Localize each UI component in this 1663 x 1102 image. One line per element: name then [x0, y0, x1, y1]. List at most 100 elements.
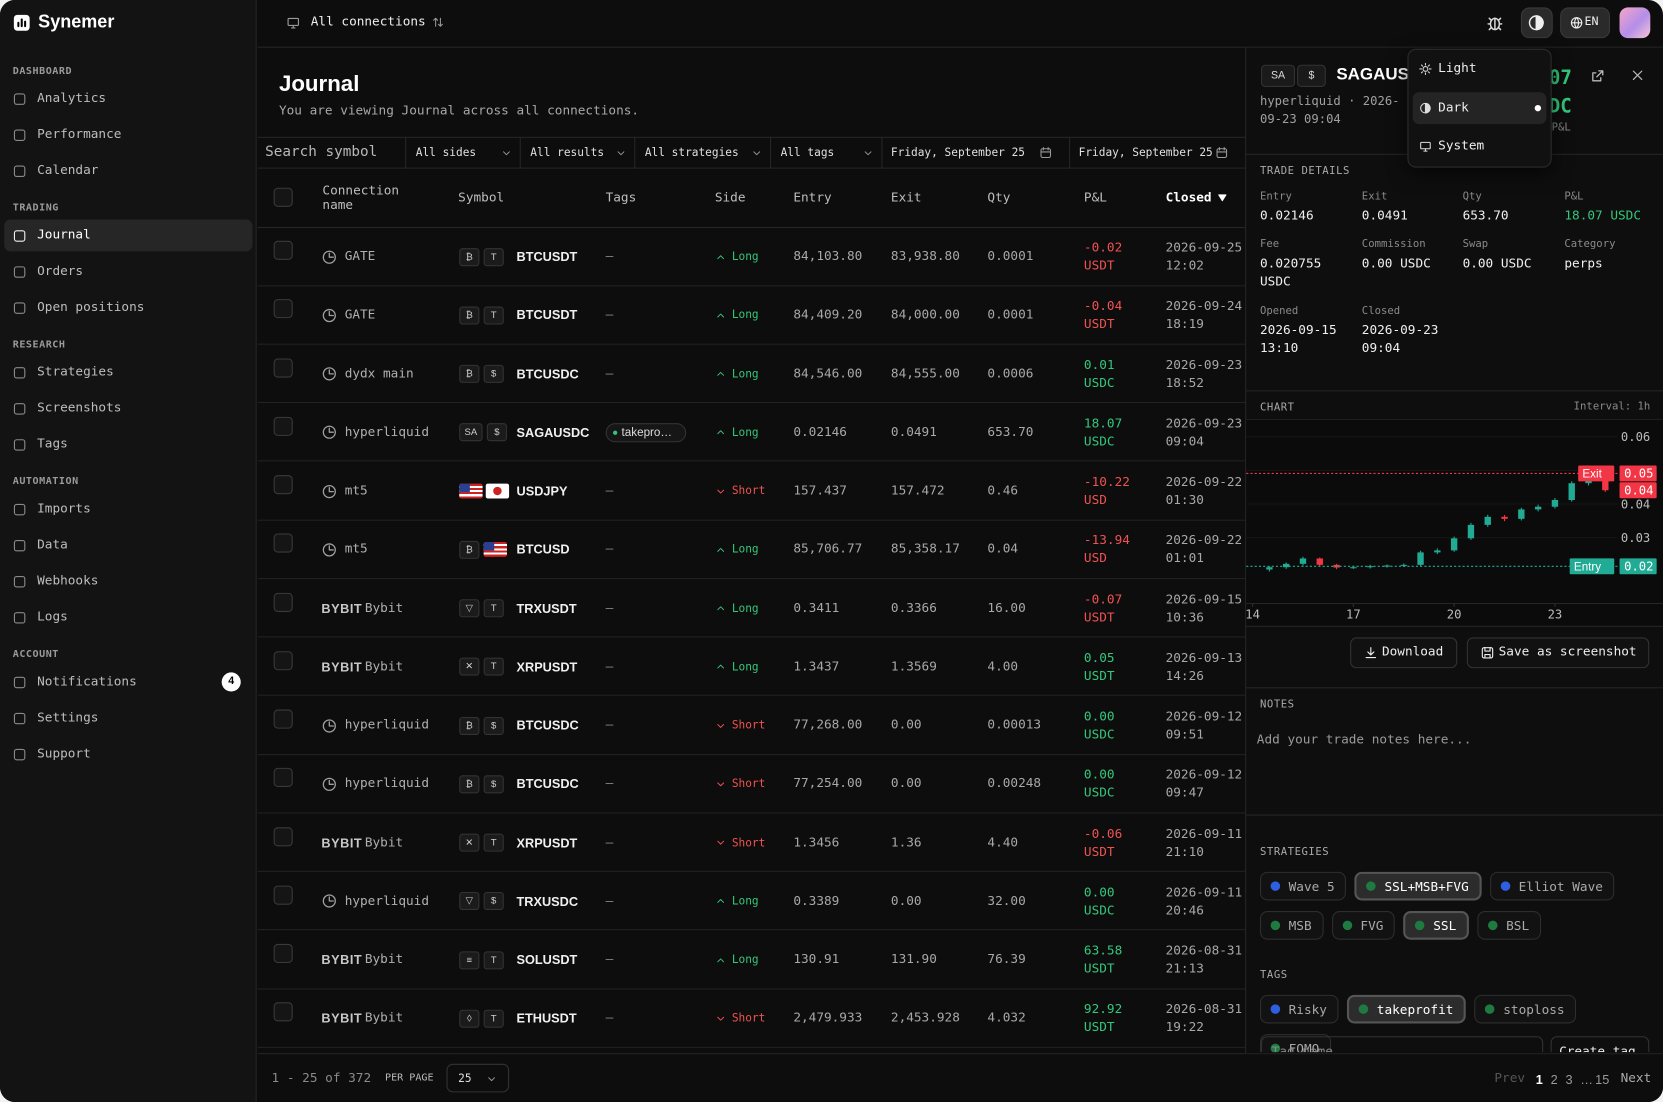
row-checkbox[interactable]: [273, 592, 293, 612]
table-row[interactable]: [257, 462, 1246, 521]
connection-icon-shape-shape: [322, 777, 336, 791]
pagination-next[interactable]: Next: [1620, 1070, 1652, 1086]
column-header[interactable]: Qty: [987, 189, 1011, 205]
row-checkbox[interactable]: [273, 885, 293, 905]
share-button-shape-shape: [1592, 69, 1604, 81]
icon-button[interactable]: [1486, 13, 1504, 31]
chip[interactable]: Wave 5: [1259, 871, 1347, 901]
chip[interactable]: FOMO: [1259, 1034, 1331, 1053]
column-header[interactable]: Exit: [890, 189, 922, 205]
pagination-prev[interactable]: Prev: [1494, 1070, 1526, 1086]
close-button[interactable]: [1630, 68, 1645, 83]
column-header[interactable]: Closed: [1165, 189, 1212, 205]
button[interactable]: [1466, 637, 1650, 669]
menu-item[interactable]: [1413, 53, 1547, 85]
candle-body: [1266, 567, 1273, 570]
section-title: DASHBOARD: [12, 65, 73, 77]
row-checkbox[interactable]: [273, 533, 293, 553]
column-header[interactable]: P&L: [1083, 189, 1107, 205]
chip[interactable]: takeprofit: [1347, 994, 1467, 1024]
chip[interactable]: Risky: [1259, 994, 1339, 1024]
table-row[interactable]: [257, 638, 1246, 697]
table-row[interactable]: [257, 286, 1246, 345]
row-checkbox[interactable]: [273, 475, 293, 495]
pagination-page[interactable]: 15: [1595, 1072, 1610, 1088]
chip-label: Wave 5: [1288, 878, 1335, 894]
row-checkbox[interactable]: [273, 240, 293, 260]
row-checkbox[interactable]: [273, 943, 293, 964]
icon: [1364, 645, 1378, 659]
chip[interactable]: BSL: [1477, 911, 1541, 940]
column-header[interactable]: Connection name: [322, 182, 400, 213]
symbol-icon: SA: [459, 423, 483, 442]
menu-item[interactable]: [1413, 92, 1547, 124]
connection-icon-shape: [322, 367, 336, 381]
side-arrow: [715, 544, 727, 556]
create-tag-button[interactable]: [1550, 1036, 1650, 1053]
pagination-page[interactable]: 2: [1550, 1072, 1558, 1088]
table-row[interactable]: [257, 227, 1246, 286]
entry: 0.02146: [793, 424, 847, 439]
icon-shape: [13, 92, 26, 105]
connection-selector[interactable]: All connections: [310, 13, 426, 29]
row-checkbox[interactable]: [273, 1002, 293, 1022]
column-header[interactable]: Entry: [793, 189, 832, 205]
side-arrow-shape-shape: [717, 899, 725, 904]
table-row[interactable]: [257, 345, 1246, 404]
avatar[interactable]: [1619, 7, 1651, 39]
icon: [13, 401, 27, 415]
chip[interactable]: SSL+MSB+FVG: [1354, 871, 1482, 901]
row-checkbox[interactable]: [273, 826, 293, 846]
symbol: TRXUSDT: [516, 600, 577, 616]
header-checkbox[interactable]: [273, 187, 293, 207]
chip[interactable]: SSL: [1403, 911, 1469, 940]
row-checkbox[interactable]: [273, 709, 293, 729]
tag-input[interactable]: [1261, 1036, 1544, 1053]
share-button[interactable]: [1590, 67, 1606, 83]
side: Short: [731, 484, 766, 498]
per-page-select[interactable]: [446, 1063, 510, 1093]
table-row[interactable]: [257, 989, 1246, 1048]
pagination-page[interactable]: …: [1580, 1072, 1594, 1088]
row-checkbox[interactable]: [273, 416, 293, 436]
table-row[interactable]: [257, 755, 1246, 814]
closed-date: 2026-09-23: [1165, 415, 1243, 431]
pagination-page[interactable]: 3: [1565, 1072, 1573, 1088]
row-checkbox[interactable]: [273, 768, 293, 788]
table-row[interactable]: [257, 579, 1246, 638]
connection-name: hyperliquid: [344, 775, 429, 791]
button[interactable]: [1350, 637, 1458, 669]
chip[interactable]: MSB: [1259, 911, 1324, 940]
notes-placeholder: Add your trade notes here...: [1256, 731, 1472, 747]
table-row[interactable]: [257, 520, 1246, 579]
tag-empty: –: [605, 599, 614, 615]
column-header[interactable]: Symbol: [458, 189, 505, 205]
side-arrow-shape-shape: [717, 254, 725, 259]
side-arrow: [715, 954, 727, 966]
tag-empty: –: [605, 834, 614, 850]
chip[interactable]: Elliot Wave: [1489, 871, 1615, 901]
icon-shape-shape: [13, 92, 26, 105]
icon-shape-shape: [1422, 66, 1429, 72]
table-row[interactable]: [257, 872, 1246, 931]
table-row[interactable]: [257, 403, 1246, 462]
side-arrow-shape-shape: [717, 489, 725, 493]
connection-name: GATE: [344, 248, 376, 264]
flag: [459, 483, 483, 499]
row-checkbox[interactable]: [273, 299, 293, 319]
table-row[interactable]: [257, 813, 1246, 872]
chip[interactable]: stoploss: [1474, 994, 1577, 1024]
y-tick-label: 0.04: [1621, 497, 1650, 511]
column-header[interactable]: Side: [714, 189, 746, 205]
pagination-page[interactable]: 1: [1535, 1072, 1543, 1088]
chip[interactable]: FVG: [1331, 911, 1396, 940]
side: Long: [731, 308, 759, 322]
connection-icon-shape-shape: [322, 543, 336, 557]
row-checkbox[interactable]: [273, 650, 293, 671]
row-checkbox[interactable]: [273, 357, 293, 378]
table-row[interactable]: [257, 696, 1246, 755]
language-button[interactable]: [1560, 7, 1610, 39]
closed-time: 21:13: [1165, 961, 1204, 976]
table-row[interactable]: [257, 931, 1246, 990]
column-header[interactable]: Tags: [605, 189, 637, 205]
